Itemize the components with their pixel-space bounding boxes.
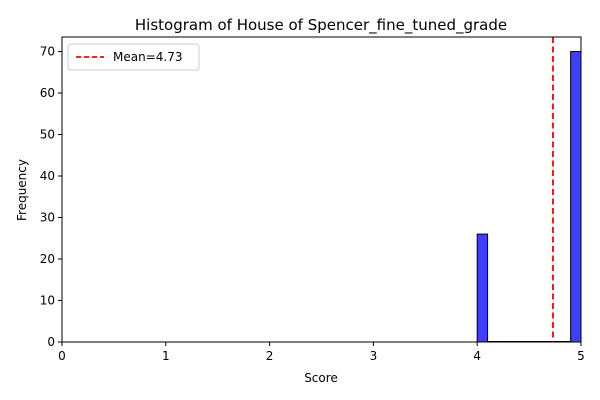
y-tick-label: 40 [40,169,55,183]
y-axis-label: Frequency [15,159,29,221]
x-tick-label: 0 [58,349,66,363]
histogram-bar [570,51,582,343]
y-tick-label: 0 [47,335,55,349]
x-tick-label: 2 [266,349,274,363]
y-tick-label: 70 [40,45,55,59]
x-tick-label: 3 [370,349,378,363]
y-ticks-group: 0 10 20 30 40 50 60 70 [40,45,62,349]
bars-group [476,51,582,343]
y-tick-label: 50 [40,128,55,142]
chart-title: Histogram of House of Spencer_fine_tuned… [135,16,507,35]
legend-mean-label: Mean=4.73 [113,50,182,64]
x-tick-label: 5 [577,349,585,363]
y-tick-label: 20 [40,252,55,266]
x-tick-label: 4 [473,349,481,363]
legend: Mean=4.73 [67,43,200,71]
x-tick-label: 1 [162,349,170,363]
legend-box [67,43,200,71]
y-tick-label: 10 [40,294,55,308]
y-tick-label: 60 [40,86,55,100]
histogram-bar [476,233,489,343]
y-tick-label: 30 [40,211,55,225]
x-ticks-group: 0 1 2 3 4 5 [58,342,585,363]
plot-frame [61,36,582,343]
x-axis-label: Score [304,371,338,385]
